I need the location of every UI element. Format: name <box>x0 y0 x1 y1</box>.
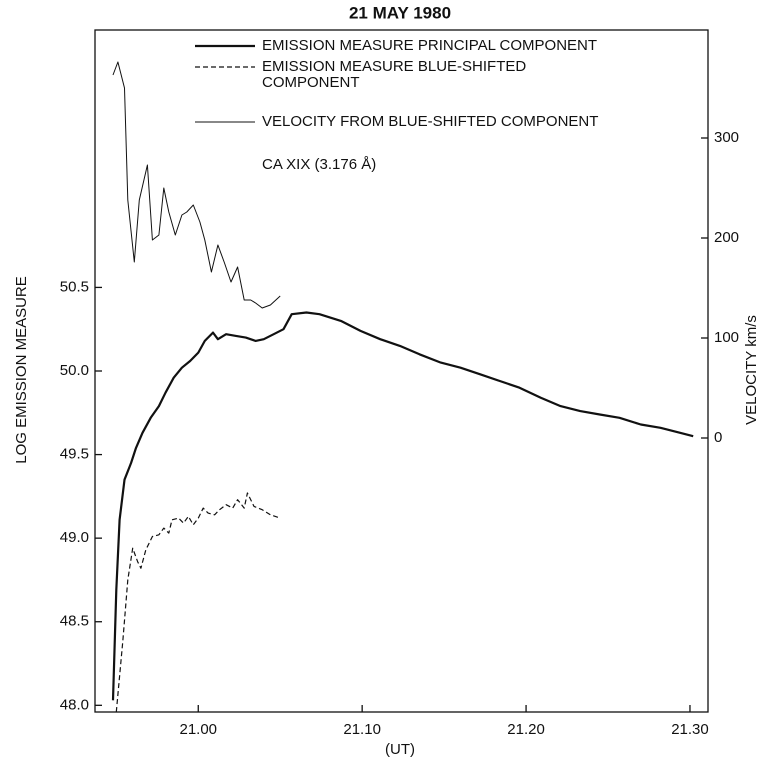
y-axis-label: LOG EMISSION MEASURE <box>13 276 30 464</box>
annotation: CA XIX (3.176 Å) <box>262 156 376 173</box>
series-line <box>111 311 694 701</box>
y-tick-label: 48.5 <box>60 613 89 630</box>
x-tick-label: 21.10 <box>343 721 381 738</box>
y2-tick-label: 0 <box>714 429 722 446</box>
plot-frame <box>94 29 709 713</box>
series-line <box>112 61 281 309</box>
x-tick-label: 21.20 <box>507 721 545 738</box>
y2-tick-label: 100 <box>714 329 739 346</box>
x-axis-label: (UT) <box>385 741 415 758</box>
y2-tick-label: 300 <box>714 129 739 146</box>
y2-axis-label: VELOCITY km/s <box>743 315 760 425</box>
legend-entry: EMISSION MEASURE PRINCIPAL COMPONENT <box>262 37 598 54</box>
y-tick-label: 49.5 <box>60 446 89 463</box>
y2-tick-label: 200 <box>714 229 739 246</box>
x-tick-label: 21.30 <box>671 721 709 738</box>
legend-entry: VELOCITY FROM BLUE-SHIFTED COMPONENT <box>262 113 599 130</box>
y-tick-label: 49.0 <box>60 529 89 546</box>
legend-entry: EMISSION MEASURE BLUE-SHIFTED COMPONENT <box>262 58 527 91</box>
x-tick-label: 21.00 <box>179 721 217 738</box>
chart-title: 21 MAY 1980 <box>349 3 451 22</box>
y-tick-label: 50.5 <box>60 278 89 295</box>
y-tick-label: 48.0 <box>60 696 89 713</box>
series-line <box>115 492 281 713</box>
y-tick-label: 50.0 <box>60 362 89 379</box>
